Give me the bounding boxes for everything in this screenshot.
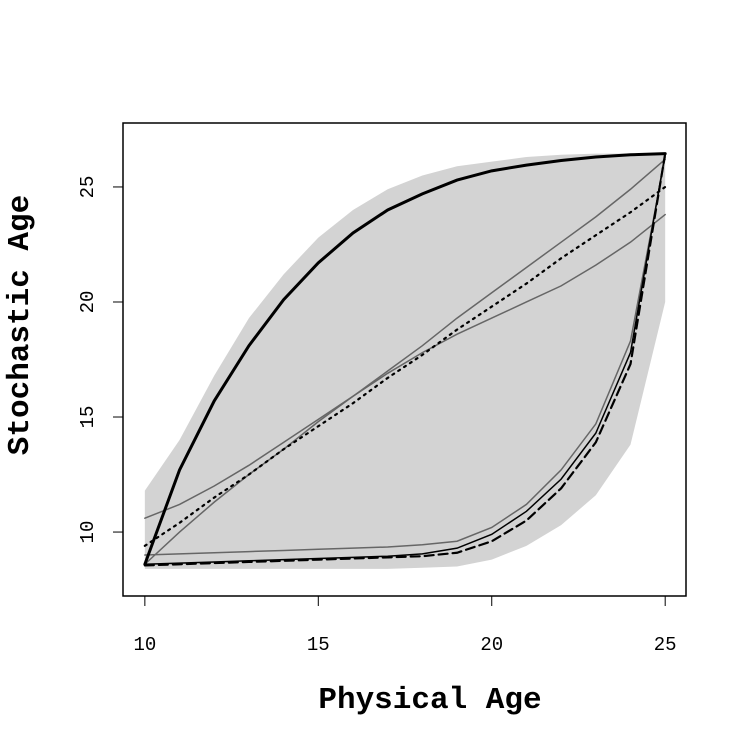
series-line [143,152,667,566]
y-tick-label: 15 [77,406,99,429]
y-tick-label: 20 [77,291,99,314]
series-line [144,213,666,519]
x-axis-title: Physical Age [318,683,541,718]
envelope-band [144,153,666,569]
y-tick-label: 10 [77,521,99,544]
x-tick-label: 10 [133,634,156,656]
series-line [143,185,667,547]
series-line [143,152,667,567]
y-tick-label: 25 [77,176,99,199]
x-tick-label: 25 [654,634,677,656]
series-line [144,152,666,566]
series-line [144,156,666,556]
y-axis-title: Stochastic Age [3,195,38,455]
plot-frame [122,122,687,597]
x-tick-label: 15 [307,634,330,656]
x-tick-label: 20 [480,634,503,656]
series-line [144,158,666,566]
